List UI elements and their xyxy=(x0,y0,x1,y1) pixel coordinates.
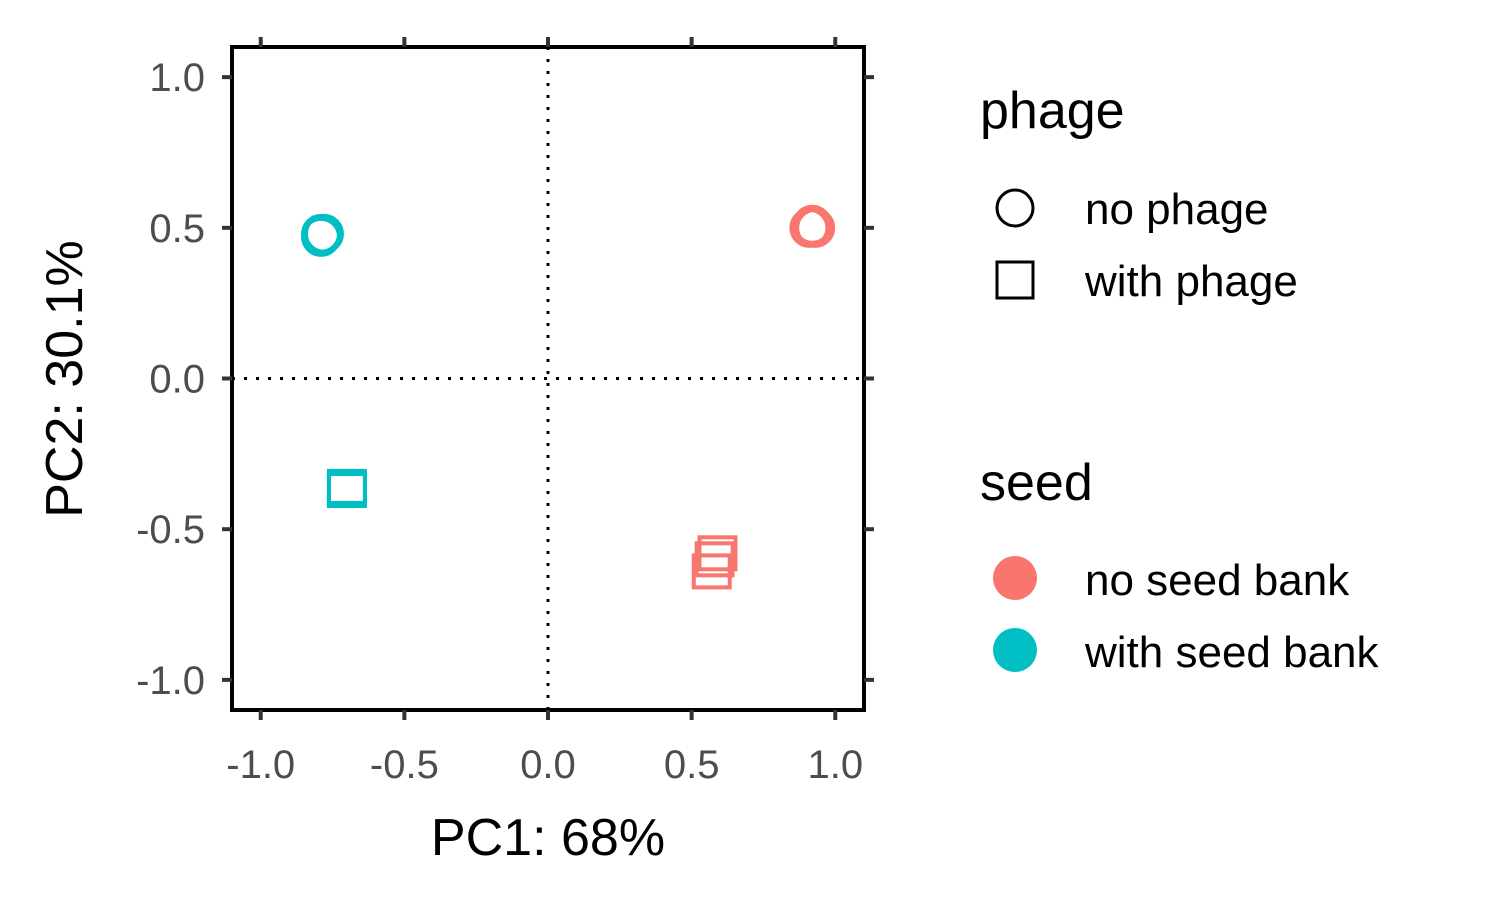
data-point-square-8 xyxy=(691,553,732,590)
legend-seed-title: seed xyxy=(980,454,1093,512)
legend-dot-icon-no-seed-bank xyxy=(993,556,1037,600)
data-point-circle-2 xyxy=(301,213,342,254)
data-point-square-9 xyxy=(694,541,735,578)
x-tick-label: -1.0 xyxy=(226,743,295,787)
y-tick-label: 1.0 xyxy=(149,56,205,100)
legend-phage-title: phage xyxy=(980,82,1125,140)
data-point-circle-6 xyxy=(795,207,836,248)
y-axis-title: PC2: 30.1% xyxy=(36,240,94,518)
legend-label-no-seed-bank: no seed bank xyxy=(1085,556,1350,605)
legend-label-no-phage: no phage xyxy=(1085,185,1269,234)
data-point-square-10 xyxy=(697,535,738,572)
legend-seed: seed no seed bank with seed bank xyxy=(980,454,1380,677)
x-tick-label: 1.0 xyxy=(807,743,863,787)
data-point-circle-7 xyxy=(792,204,833,245)
legend-square-icon xyxy=(995,260,1035,300)
legend-circle-icon xyxy=(995,188,1035,228)
legend-phage: phage no phage with phage xyxy=(980,82,1298,306)
data-point-square-4 xyxy=(326,468,367,505)
y-tick-label: 0.0 xyxy=(149,358,205,402)
x-tick-label: -0.5 xyxy=(370,743,439,787)
y-tick-label: -0.5 xyxy=(136,508,205,552)
legend-label-with-seed-bank: with seed bank xyxy=(1084,628,1380,677)
plot-area: -1.0 -0.5 0.0 0.5 1.0 -1.0 -0.5 0.0 0.5 1.0 xyxy=(136,37,874,787)
x-tick-label: 0.5 xyxy=(664,743,720,787)
y-tick-label: 0.5 xyxy=(149,207,205,251)
x-axis-title: PC1: 68% xyxy=(431,809,665,867)
legend-label-with-phage: with phage xyxy=(1084,257,1298,306)
x-tick-label: 0.0 xyxy=(520,743,576,787)
y-tick-label: -1.0 xyxy=(136,659,205,703)
plot-panel-border xyxy=(230,45,866,712)
legend-dot-icon-with-seed-bank xyxy=(993,628,1037,672)
